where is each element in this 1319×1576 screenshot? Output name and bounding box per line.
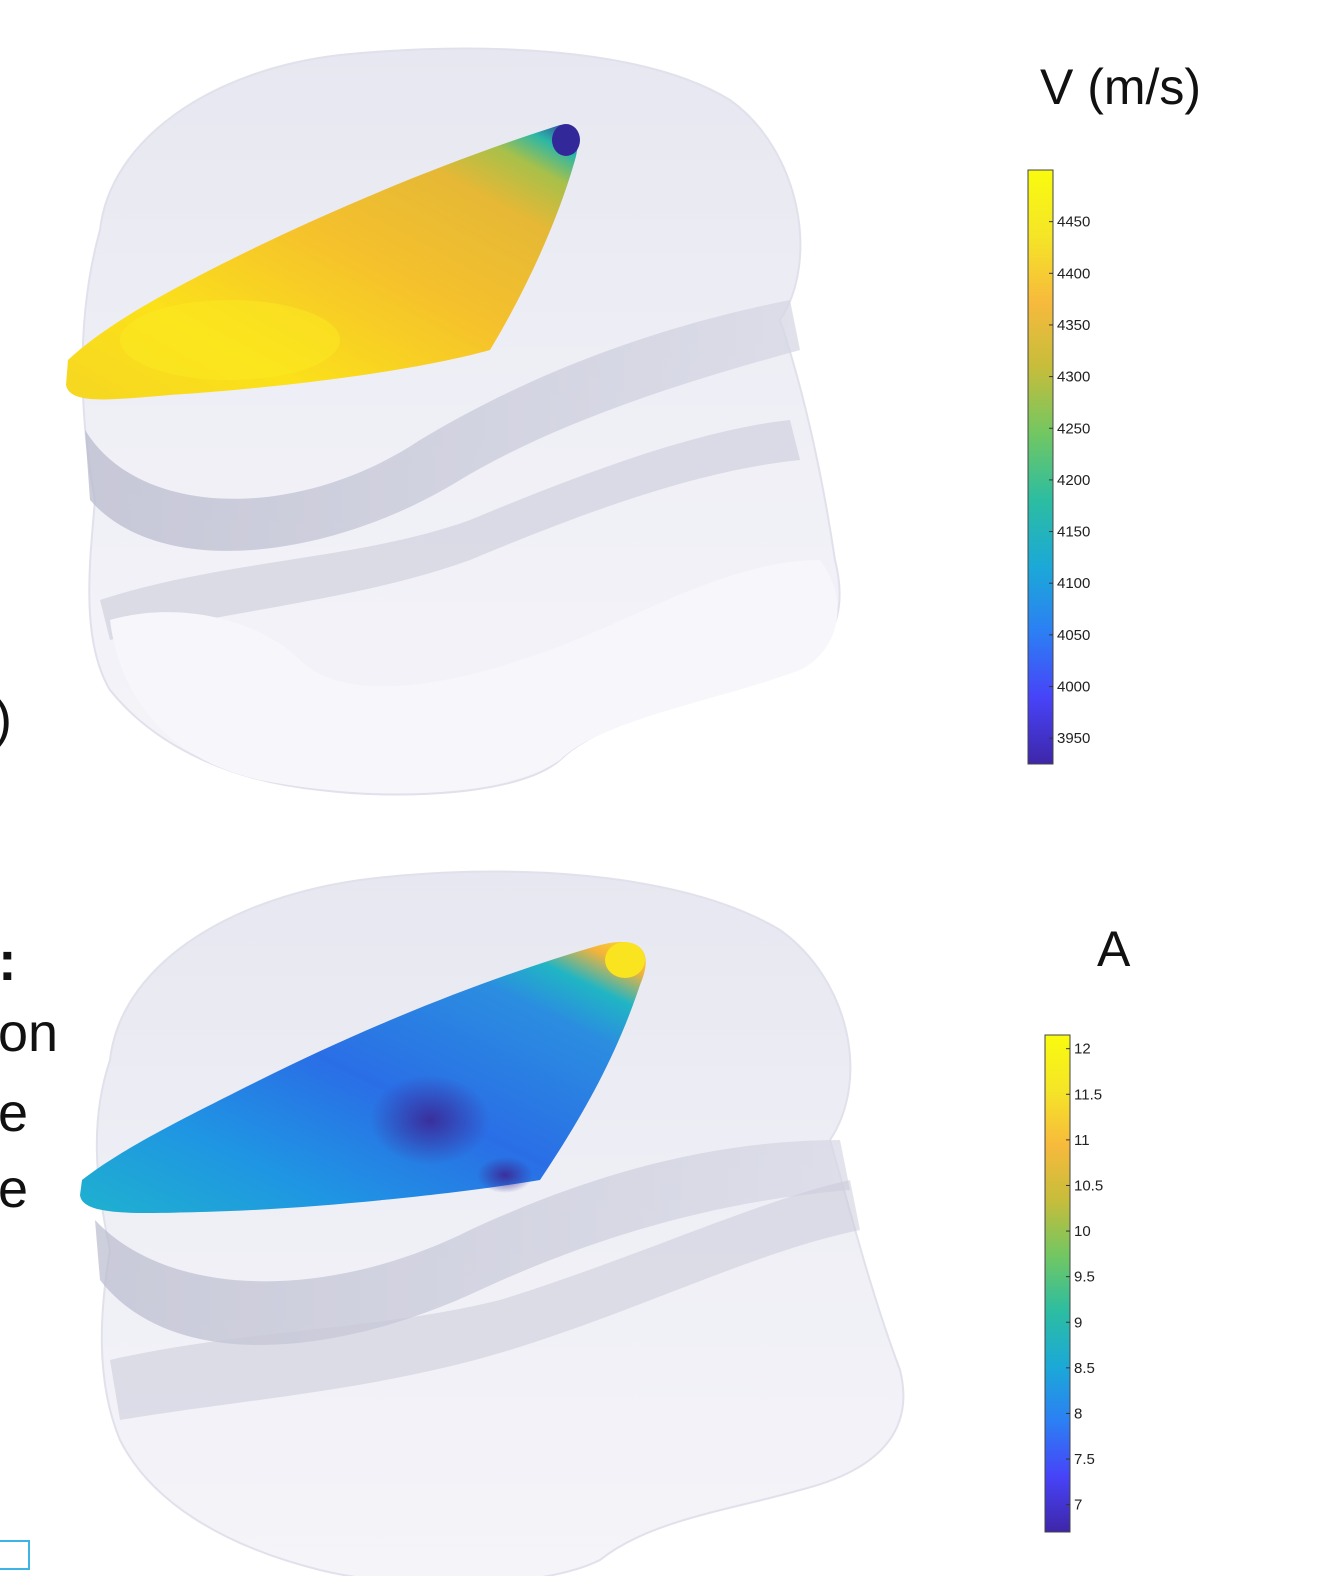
velocity-colorbar-title: V (m/s) — [1040, 59, 1202, 115]
velocity-colorbar-tick-label: 4050 — [1057, 627, 1090, 644]
velocity-colorbar-bar — [1027, 169, 1054, 765]
brain-top-lower-lobe — [110, 560, 838, 794]
amplification-colorbar-tick-label: 8.5 — [1074, 1360, 1095, 1377]
velocity-colorbar: 3950 4000 4050 4100 4150 4200 4250 4300 4350 4400… — [1027, 169, 1090, 765]
amplification-map — [80, 941, 646, 1214]
velocity-map-hotspot — [120, 300, 340, 380]
brain-top — [66, 47, 841, 796]
velocity-colorbar-tick-label: 4250 — [1057, 420, 1090, 437]
velocity-colorbar-tick-label: 4350 — [1057, 317, 1090, 334]
velocity-colorbar-tick-label: 4400 — [1057, 265, 1090, 282]
cropped-text-colon: : — [0, 928, 17, 993]
amplification-map-low-corner — [477, 1157, 533, 1193]
velocity-colorbar-tick-label: 4000 — [1057, 679, 1090, 696]
brain-bottom — [80, 870, 905, 1576]
amplification-map-low-region — [370, 1075, 490, 1165]
amplification-colorbar-tick-label: 12 — [1074, 1041, 1091, 1058]
brain-top-slice-band — [85, 300, 800, 551]
amplification-colorbar-tick-label: 9 — [1074, 1314, 1082, 1331]
brain-top-slice-band-2 — [100, 420, 800, 640]
amplification-colorbar-tick-label: 7.5 — [1074, 1451, 1095, 1468]
velocity-colorbar-tick-label: 4150 — [1057, 524, 1090, 541]
velocity-colorbar-tick-label: 4300 — [1057, 369, 1090, 386]
velocity-colorbar-tick-label: 3950 — [1057, 730, 1090, 747]
amplification-colorbar: 7 7.5 8 8.5 9 9.5 10 10.5 11 11.5 12 — [1044, 1034, 1103, 1533]
amplification-map-high-corner — [605, 942, 645, 978]
cropped-text-paren: ) — [0, 688, 12, 750]
velocity-colorbar-tick-label: 4450 — [1057, 214, 1090, 231]
velocity-colorbar-tick-label: 4100 — [1057, 575, 1090, 592]
amplification-colorbar-bar — [1044, 1034, 1071, 1533]
amplification-colorbar-tick-label: 11 — [1074, 1132, 1090, 1149]
amplification-colorbar-tick-label: 10 — [1074, 1223, 1091, 1240]
brain-bottom-slice-band — [95, 1140, 850, 1345]
velocity-map-low-corner — [552, 124, 580, 156]
amplification-colorbar-tick-label: 8 — [1074, 1405, 1082, 1422]
amplification-colorbar-tick-label: 10.5 — [1074, 1177, 1103, 1194]
brain-bottom-slice-band-2 — [110, 1180, 860, 1420]
cropped-text-line2: on — [0, 1003, 59, 1063]
amplification-colorbar-tick-label: 7 — [1074, 1497, 1082, 1514]
amplification-colorbar-title: A — [1097, 921, 1131, 977]
cropped-text-line4: e — [0, 1159, 29, 1219]
velocity-colorbar-tick-label: 4200 — [1057, 472, 1090, 489]
amplification-colorbar-tick-label: 11.5 — [1074, 1086, 1102, 1103]
corner-frame — [0, 1540, 30, 1570]
cropped-text-line3: e — [0, 1083, 29, 1143]
amplification-colorbar-tick-label: 9.5 — [1074, 1269, 1095, 1286]
